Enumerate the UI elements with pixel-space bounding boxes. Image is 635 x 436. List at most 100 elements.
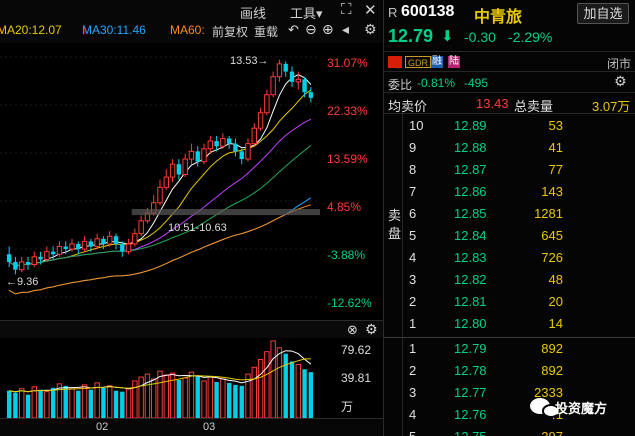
volume-bar bbox=[31, 386, 37, 418]
volume-axis-label: 39.81 bbox=[341, 371, 372, 385]
order-book-row[interactable]: 6 12.85 1281 bbox=[384, 204, 635, 224]
candle[interactable] bbox=[157, 186, 163, 204]
candle[interactable] bbox=[107, 235, 113, 245]
close-icon[interactable]: ✕ bbox=[364, 2, 377, 19]
candle[interactable] bbox=[176, 164, 182, 175]
volume-bar bbox=[233, 384, 238, 418]
candle[interactable] bbox=[201, 148, 207, 163]
volume-bar bbox=[264, 351, 270, 418]
order-book-row[interactable]: 8 12.87 77 bbox=[384, 160, 635, 180]
candle[interactable] bbox=[233, 143, 238, 152]
candle[interactable] bbox=[163, 176, 169, 188]
candle[interactable] bbox=[50, 251, 56, 255]
undo-icon[interactable]: ↶ bbox=[288, 23, 299, 37]
candle[interactable] bbox=[251, 127, 257, 145]
volume-axis-label: 79.62 bbox=[341, 343, 372, 357]
high-annotation: 13.53→ bbox=[230, 55, 269, 67]
order-book-row[interactable]: 1 12.79 892 bbox=[384, 339, 635, 359]
order-level: 1 bbox=[409, 316, 417, 331]
fullscreen-icon[interactable]: ⛶ bbox=[341, 1, 352, 18]
order-book-row[interactable]: 2 12.78 892 bbox=[384, 361, 635, 381]
candle[interactable] bbox=[120, 243, 125, 252]
candle[interactable] bbox=[239, 151, 244, 160]
candle[interactable] bbox=[289, 71, 295, 82]
candle[interactable] bbox=[264, 94, 270, 114]
candle[interactable] bbox=[245, 143, 251, 160]
candle[interactable] bbox=[25, 261, 31, 265]
order-level: 3 bbox=[409, 272, 417, 287]
candle[interactable] bbox=[69, 243, 75, 250]
candle[interactable] bbox=[101, 238, 106, 244]
add-watchlist-button[interactable]: 加自选 bbox=[577, 3, 629, 24]
candle[interactable] bbox=[56, 246, 63, 255]
order-level: 5 bbox=[409, 429, 416, 436]
zoom-out-icon[interactable]: ⊖ bbox=[305, 23, 317, 37]
candle[interactable] bbox=[125, 243, 132, 253]
candlestick-chart[interactable] bbox=[0, 43, 383, 320]
volume-settings-icon[interactable]: ⚙ bbox=[365, 321, 378, 337]
order-book-row[interactable]: 5 12.84 645 bbox=[384, 226, 635, 246]
settings-gear-icon[interactable]: ⚙ bbox=[364, 23, 377, 37]
ma-line bbox=[8, 89, 312, 267]
order-book-row[interactable]: 3 12.77 2333 bbox=[384, 383, 635, 403]
candle[interactable] bbox=[226, 138, 232, 144]
candle[interactable] bbox=[19, 261, 25, 271]
order-book-row[interactable]: 3 12.82 48 bbox=[384, 270, 635, 290]
candle[interactable] bbox=[276, 63, 283, 78]
zoom-in-icon[interactable]: ⊕ bbox=[322, 23, 334, 37]
low-annotation: ←9.36 bbox=[6, 276, 39, 288]
order-book-row[interactable]: 2 12.81 20 bbox=[384, 292, 635, 312]
overlay-button[interactable]: 重载 bbox=[254, 25, 279, 39]
candle[interactable] bbox=[169, 163, 176, 178]
order-price: 12.86 bbox=[454, 184, 487, 199]
gap-band bbox=[131, 208, 320, 216]
candle[interactable] bbox=[283, 63, 288, 72]
candle[interactable] bbox=[88, 241, 94, 247]
candle[interactable] bbox=[302, 79, 307, 93]
gap-annotation: 10.51-10.63 bbox=[168, 222, 227, 234]
order-book-row[interactable]: 7 12.86 143 bbox=[384, 182, 635, 202]
candle[interactable] bbox=[257, 112, 264, 129]
candle[interactable] bbox=[308, 92, 314, 98]
candle[interactable] bbox=[13, 261, 18, 270]
order-book-row[interactable]: 10 12.89 53 bbox=[384, 116, 635, 136]
candle[interactable] bbox=[220, 137, 226, 147]
close-volume-icon[interactable]: ⊗ bbox=[347, 322, 358, 337]
candle[interactable] bbox=[63, 246, 68, 250]
candle[interactable] bbox=[6, 254, 12, 262]
candle[interactable] bbox=[94, 238, 100, 248]
book-divider bbox=[402, 114, 403, 436]
month-label: 02 bbox=[96, 421, 109, 433]
month-label: 03 bbox=[203, 421, 216, 433]
down-arrow-icon: ⬇ bbox=[441, 28, 454, 45]
candle[interactable] bbox=[76, 243, 81, 250]
quote-settings-icon[interactable]: ⚙ bbox=[614, 73, 627, 89]
volume-bar bbox=[113, 390, 119, 418]
order-book-row[interactable]: 4 12.83 726 bbox=[384, 248, 635, 268]
order-book-row[interactable]: 5 12.75 297 bbox=[384, 427, 635, 436]
tools-menu-button[interactable]: 工具▾ bbox=[290, 3, 323, 22]
candle[interactable] bbox=[182, 158, 188, 175]
candle[interactable] bbox=[195, 151, 200, 162]
candle[interactable] bbox=[44, 251, 50, 260]
candle[interactable] bbox=[188, 150, 195, 160]
volume-panel-header: ⊗ ⚙ bbox=[0, 320, 383, 338]
candle[interactable] bbox=[138, 220, 144, 235]
candle[interactable] bbox=[38, 256, 43, 260]
left-arrow-icon[interactable]: ◂ bbox=[342, 23, 350, 37]
candle[interactable] bbox=[207, 140, 213, 150]
candle[interactable] bbox=[113, 236, 119, 244]
candle[interactable] bbox=[132, 233, 138, 245]
order-book-row[interactable]: 9 12.88 41 bbox=[384, 138, 635, 158]
candle[interactable] bbox=[295, 78, 301, 83]
volume-bar bbox=[270, 340, 276, 418]
candle[interactable] bbox=[31, 256, 37, 266]
volume-chart[interactable] bbox=[0, 338, 383, 418]
candle[interactable] bbox=[214, 141, 219, 147]
draw-tool-button[interactable]: 画线 bbox=[240, 6, 267, 21]
candle[interactable] bbox=[270, 76, 276, 96]
order-volume: 41 bbox=[548, 140, 563, 155]
forward-adjust-button[interactable]: 前复权 bbox=[212, 25, 249, 39]
candle[interactable] bbox=[81, 240, 88, 250]
order-book-row[interactable]: 1 12.80 14 bbox=[384, 314, 635, 334]
